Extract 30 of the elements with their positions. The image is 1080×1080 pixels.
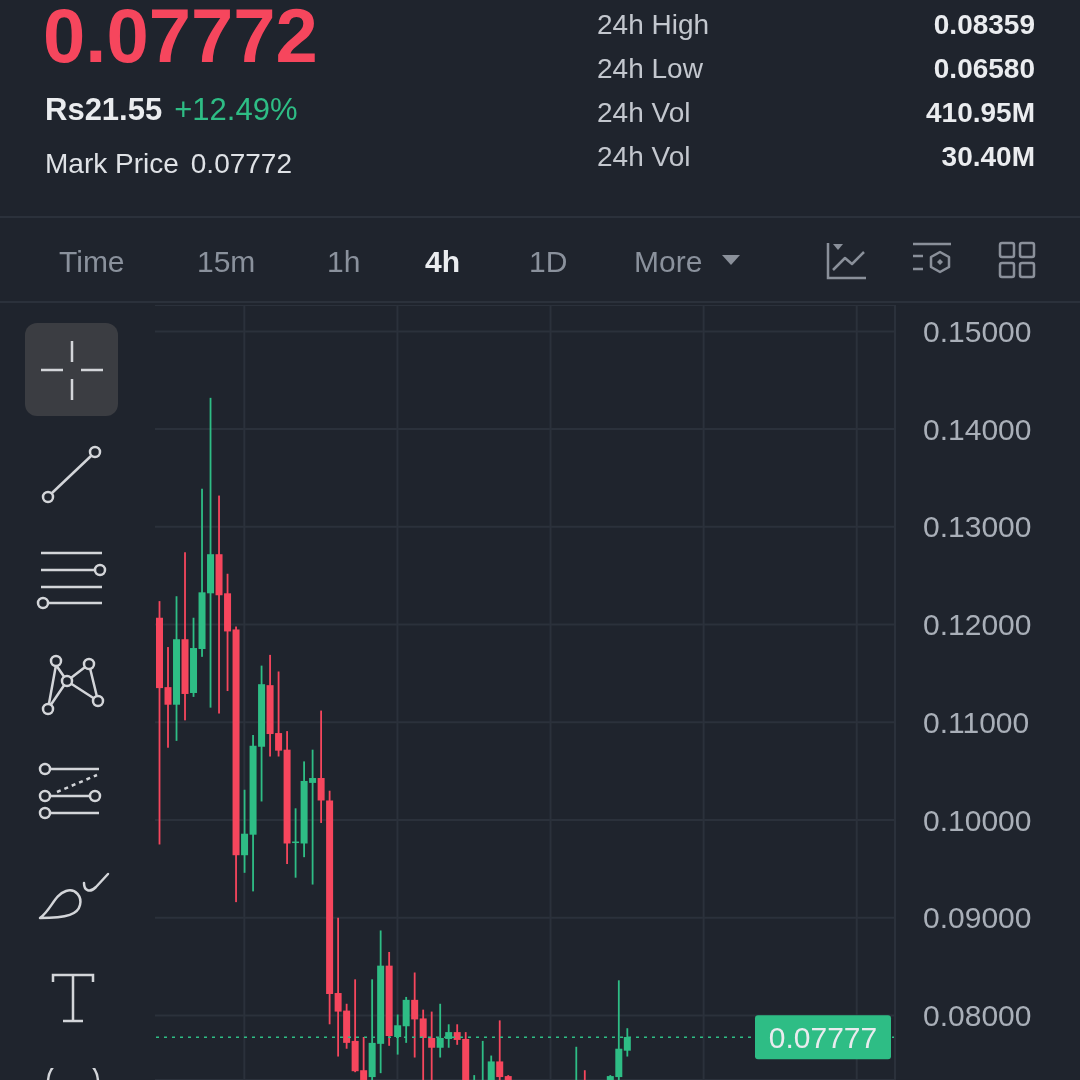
text: 1D [529, 244, 568, 280]
candlestick [164, 647, 172, 748]
text: 0.06580 [933, 52, 1035, 86]
text: 4h [425, 244, 461, 280]
y-tick-label: 0.13000 [923, 510, 1032, 544]
text: 24h Vol [597, 96, 691, 130]
text: 30.40M [941, 140, 1035, 174]
y-tick-label: 0.15000 [923, 315, 1032, 349]
ref-line-label: 0.07777 [768, 1020, 878, 1054]
text: 24h Low [597, 52, 703, 86]
y-tick-label: 0.09000 [923, 901, 1032, 935]
text: 15m [197, 244, 256, 280]
text: Time [59, 244, 125, 280]
text: 24h High [597, 8, 710, 42]
text: More [634, 244, 703, 280]
y-tick-label: 0.10000 [923, 803, 1032, 837]
text: +12.49% [174, 91, 298, 129]
text: 24h Vol [597, 140, 691, 174]
y-tick-label: 0.12000 [923, 608, 1032, 642]
candlestick [428, 1011, 436, 1080]
y-tick-label: 0.11000 [923, 705, 1030, 739]
text: Mark Price [45, 147, 179, 181]
text: 410.95M [926, 96, 1035, 130]
text: Rs21.55 [45, 91, 163, 129]
text: 0.08359 [933, 8, 1035, 42]
text: 1h [327, 244, 361, 280]
y-tick-label: 0.14000 [923, 412, 1032, 446]
text: 0.07772 [43, 0, 318, 80]
y-tick-label: 0.08000 [923, 999, 1032, 1033]
chart-title: 0.07772 [190, 147, 293, 181]
